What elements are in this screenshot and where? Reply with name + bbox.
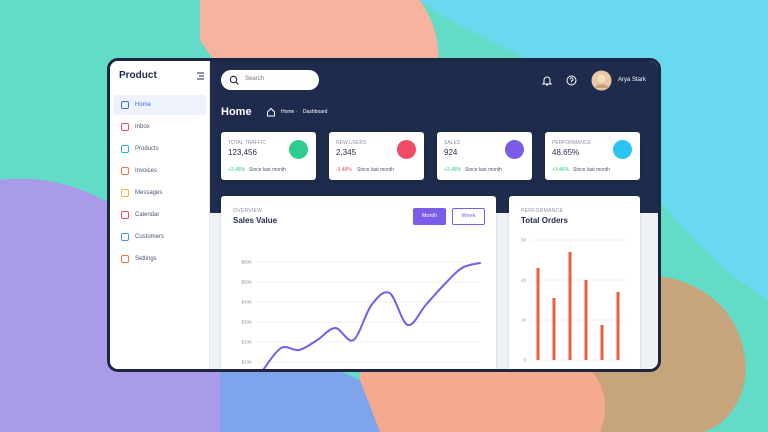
toggle-button[interactable]: Week — [452, 208, 485, 225]
nav-icon — [121, 211, 129, 219]
sidebar: Product Home Inbox Products Invoices Message… — [110, 61, 210, 369]
y-tick-label: $60K — [241, 260, 252, 265]
nav-icon — [121, 233, 129, 241]
search-icon — [229, 75, 239, 85]
stat-icon — [613, 140, 632, 159]
nav-icon — [121, 255, 129, 263]
stat-value: 924 — [444, 148, 458, 157]
nav-label: Invoices — [135, 168, 158, 174]
stat-note: Since last month — [465, 167, 502, 173]
card-overline: PERFORMANCE — [521, 208, 564, 214]
nav-icon — [121, 123, 129, 131]
search-box[interactable]: Search — [221, 70, 319, 90]
stat-title: NEW USERS — [336, 140, 367, 146]
y-tick-label: $20K — [241, 340, 252, 345]
search-placeholder: Search — [245, 76, 265, 82]
y-tick-label: 10 — [521, 318, 527, 323]
stat-change: +3.48% — [444, 167, 462, 173]
stat-value: 48.65% — [552, 148, 580, 157]
stat-icon — [505, 140, 524, 159]
breadcrumb-separator: - — [296, 109, 298, 115]
stat-note: Since last month — [357, 167, 394, 173]
bar — [536, 268, 540, 360]
breadcrumb-item: Dashboard — [303, 109, 328, 115]
stat-icon — [289, 140, 308, 159]
stat-change: +3.48% — [228, 167, 246, 173]
bar — [584, 280, 588, 360]
avatar[interactable] — [591, 70, 612, 91]
card-overline: OVERVIEW — [233, 208, 263, 214]
nav-item[interactable]: Invoices — [113, 161, 206, 181]
screen: Product Home Inbox Products Invoices Message… — [110, 61, 658, 369]
sales-line — [262, 262, 481, 369]
card-title: Sales Value — [233, 216, 278, 225]
sales-card: OVERVIEW Sales Value Month Week — [221, 196, 496, 369]
stat-change: -3.48% — [336, 167, 352, 173]
nav-label: Settings — [135, 256, 157, 262]
nav-item[interactable]: Customers — [113, 227, 206, 247]
page-title: Home — [221, 106, 252, 118]
nav-label: Messages — [135, 190, 163, 196]
nav-label: Home — [135, 102, 152, 108]
stat-note: Since last month — [249, 167, 286, 173]
y-tick-label: 20 — [521, 278, 527, 283]
nav-label: Products — [135, 146, 159, 152]
nav-icon — [121, 189, 129, 197]
nav-label: Inbox — [135, 124, 150, 130]
y-tick-label: 30 — [521, 238, 527, 243]
nav-item[interactable]: Calendar — [113, 205, 206, 225]
nav-item[interactable]: Home — [113, 95, 206, 115]
y-tick-label: $40K — [241, 300, 252, 305]
stat-icon — [397, 140, 416, 159]
toggle-button[interactable]: Month — [413, 208, 446, 225]
stat-value: 2,345 — [336, 148, 357, 157]
brand: Product — [119, 70, 157, 81]
nav-icon — [121, 145, 129, 153]
card-title: Total Orders — [521, 216, 568, 225]
stat-title: TOTAL TRAFFIC — [228, 140, 266, 146]
charts: $10K $20K $30K $40K $50K $60K 0 10 20 30 — [241, 238, 626, 369]
nav-item[interactable]: Settings — [113, 249, 206, 269]
nav-icon — [121, 101, 129, 109]
stat-card: SALES 924 +3.48% Since last month — [437, 132, 532, 180]
breadcrumb-item[interactable]: Home — [281, 109, 295, 115]
bar — [552, 298, 556, 360]
bell-icon[interactable] — [542, 75, 552, 86]
stat-title: PERFORMANCE — [552, 140, 591, 146]
bar — [616, 292, 620, 360]
stat-note: Since last month — [573, 167, 610, 173]
nav-label: Customers — [135, 234, 165, 240]
nav-item[interactable]: Products — [113, 139, 206, 159]
nav-label: Calendar — [135, 212, 160, 218]
nav-item[interactable]: Messages — [113, 183, 206, 203]
y-tick-label: $10K — [241, 360, 252, 365]
stat-value: 123,456 — [228, 148, 257, 157]
stat-card: NEW USERS 2,345 -3.48% Since last month — [329, 132, 424, 180]
breadcrumb-home-icon — [267, 107, 275, 117]
stat-card: PERFORMANCE 48.65% +3.46% Since last month — [545, 132, 640, 180]
device-frame — [107, 58, 661, 372]
stat-title: SALES — [444, 140, 461, 146]
menu-toggle[interactable] — [196, 72, 205, 80]
bar — [568, 252, 572, 360]
y-tick-label: 0 — [523, 358, 526, 363]
nav-item[interactable]: Inbox — [113, 117, 206, 137]
user-name: Arya Stark — [618, 77, 647, 83]
bar — [600, 325, 604, 360]
nav-icon — [121, 167, 129, 175]
y-tick-label: $30K — [241, 320, 252, 325]
y-tick-label: $50K — [241, 280, 252, 285]
help-icon[interactable] — [566, 75, 577, 86]
stat-card: TOTAL TRAFFIC 123,456 +3.48% Since last mon… — [221, 132, 316, 180]
stat-change: +3.46% — [552, 167, 570, 173]
